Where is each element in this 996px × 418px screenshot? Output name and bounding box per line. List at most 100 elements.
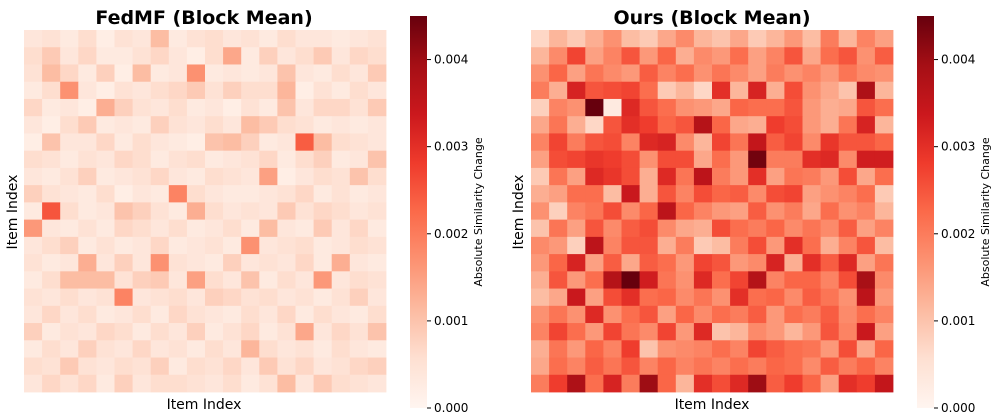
heatmap-cell: [78, 219, 97, 238]
heatmap-cell: [549, 133, 568, 152]
heatmap-cell: [675, 236, 695, 255]
heatmap-cell: [42, 288, 61, 307]
heatmap-cell: [856, 236, 876, 255]
heatmap-cell: [585, 288, 604, 307]
heatmap-cell: [802, 150, 821, 169]
heatmap-cell: [657, 30, 677, 48]
heatmap-cell: [621, 305, 640, 324]
heatmap-cell: [712, 133, 731, 152]
heatmap-cell: [567, 271, 586, 289]
heatmap-cell: [24, 254, 43, 272]
heatmap-cell: [856, 374, 876, 393]
heatmap-cell: [331, 81, 351, 100]
heatmap-cell: [349, 288, 369, 307]
heatmap-cell: [241, 254, 260, 272]
heatmap-cell: [132, 219, 152, 238]
heatmap-cell: [24, 305, 43, 324]
heatmap-cell: [712, 47, 731, 65]
heatmap-cell: [241, 219, 260, 238]
heatmap-cell: [621, 340, 640, 358]
heatmap-cell: [132, 288, 152, 307]
heatmap-cell: [784, 236, 803, 255]
heatmap-cell: [784, 219, 803, 238]
heatmap-cell: [96, 167, 115, 186]
heatmap-cell: [277, 47, 296, 65]
heatmap-cell: [223, 305, 242, 324]
heatmap-cell: [766, 374, 785, 393]
heatmap-cell: [639, 357, 659, 376]
heatmap-cell: [205, 116, 224, 134]
heatmap-cell: [186, 374, 206, 393]
heatmap-cell: [259, 254, 278, 272]
heatmap-cell: [531, 374, 550, 393]
heatmap-cell: [585, 30, 604, 48]
heatmap-cell: [367, 219, 387, 238]
heatmap-cell: [114, 357, 133, 376]
heatmap-cell: [42, 357, 61, 376]
heatmap-cell: [567, 98, 586, 117]
heatmap-cell: [150, 288, 170, 307]
heatmap-cell: [603, 374, 622, 393]
heatmap-cell: [639, 185, 659, 203]
heatmap-cell: [531, 271, 550, 289]
heatmap-cell: [313, 30, 333, 48]
heatmap-cell: [712, 219, 731, 238]
heatmap-cell: [205, 288, 224, 307]
heatmap-cell: [621, 219, 640, 238]
heatmap-cell: [621, 30, 640, 48]
heatmap-cell: [78, 288, 97, 307]
heatmap-cell: [331, 357, 351, 376]
heatmap-cell: [657, 185, 677, 203]
heatmap-cell: [295, 47, 314, 65]
heatmap-cell: [205, 323, 224, 341]
heatmap-cell: [313, 219, 333, 238]
heatmap-cell: [856, 219, 876, 238]
heatmap-cell: [223, 64, 242, 83]
heatmap-cell: [150, 167, 170, 186]
heatmap-cell: [349, 185, 369, 203]
heatmap-cell: [313, 167, 333, 186]
heatmap-cell: [784, 323, 803, 341]
heatmap-cell: [313, 98, 333, 117]
heatmap-cell: [856, 323, 876, 341]
heatmap-cell: [259, 305, 278, 324]
heatmap-cell: [186, 81, 206, 100]
heatmap-cell: [259, 150, 278, 169]
heatmap-cell: [223, 219, 242, 238]
heatmap-cell: [712, 30, 731, 48]
heatmap-cell: [730, 219, 749, 238]
heatmap-cell: [730, 236, 749, 255]
heatmap-cell: [168, 81, 188, 100]
heatmap-cell: [114, 305, 133, 324]
heatmap-cell: [748, 340, 767, 358]
heatmap-cell: [150, 133, 170, 152]
heatmap-cell: [784, 81, 803, 100]
heatmap-cell: [186, 133, 206, 152]
heatmap-cell: [657, 236, 677, 255]
heatmap-cell: [241, 81, 260, 100]
heatmap-cell: [856, 340, 876, 358]
heatmap-cell: [331, 271, 351, 289]
heatmap-cell: [78, 116, 97, 134]
heatmap-cell: [331, 288, 351, 307]
heatmap-cell: [241, 98, 260, 117]
heatmap-cell: [874, 98, 894, 117]
heatmap-cell: [603, 47, 622, 65]
heatmap-cell: [766, 167, 785, 186]
heatmap-cell: [874, 305, 894, 324]
heatmap-cell: [675, 340, 695, 358]
heatmap-cell: [295, 323, 314, 341]
heatmap-cell: [675, 133, 695, 152]
heatmap-cell: [241, 30, 260, 48]
heatmap-cell: [531, 81, 550, 100]
heatmap-cell: [205, 30, 224, 48]
heatmap-cell: [349, 150, 369, 169]
heatmap-cell: [766, 219, 785, 238]
heatmap-cell: [567, 305, 586, 324]
heatmap-cell: [712, 64, 731, 83]
heatmap-cell: [802, 374, 821, 393]
heatmap-cell: [78, 271, 97, 289]
heatmap-cell: [766, 185, 785, 203]
heatmap-cell: [621, 288, 640, 307]
heatmap-cell: [693, 323, 713, 341]
